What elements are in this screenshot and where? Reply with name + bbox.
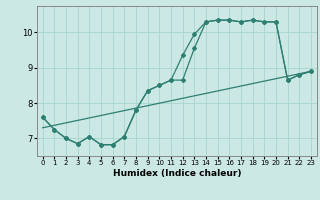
X-axis label: Humidex (Indice chaleur): Humidex (Indice chaleur) xyxy=(113,169,241,178)
